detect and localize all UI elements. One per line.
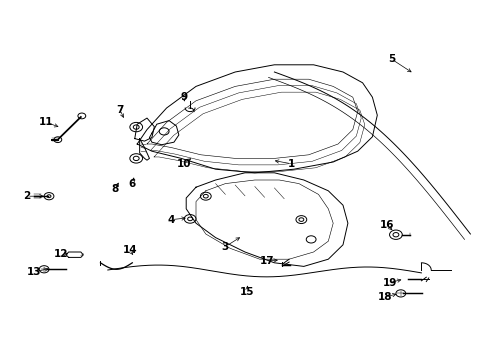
Text: 12: 12: [54, 249, 69, 259]
Text: 15: 15: [240, 287, 255, 297]
Text: 6: 6: [129, 179, 136, 189]
Text: 17: 17: [260, 256, 274, 266]
Text: 11: 11: [39, 117, 54, 127]
Text: 16: 16: [380, 220, 394, 230]
Text: 8: 8: [112, 184, 119, 194]
Text: 4: 4: [168, 215, 175, 225]
Text: 1: 1: [288, 159, 295, 169]
Text: 3: 3: [222, 242, 229, 252]
Text: 10: 10: [176, 159, 191, 169]
Text: 19: 19: [382, 278, 397, 288]
Text: 14: 14: [122, 245, 137, 255]
Text: 18: 18: [377, 292, 392, 302]
Text: 7: 7: [116, 105, 124, 115]
Text: 2: 2: [24, 191, 30, 201]
Text: 5: 5: [389, 54, 395, 64]
Text: 9: 9: [180, 92, 187, 102]
Text: 13: 13: [27, 267, 42, 277]
